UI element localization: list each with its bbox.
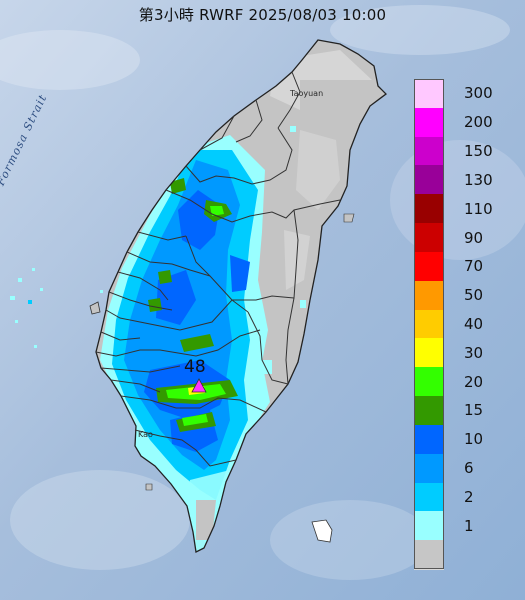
legend-label: 30	[464, 343, 484, 362]
legend-swatch	[414, 540, 444, 570]
sea-cloud-texture	[0, 5, 525, 580]
legend-label: 40	[464, 315, 484, 333]
county-boundaries	[95, 39, 387, 553]
legend-label: 2	[464, 487, 474, 506]
legend-swatch	[414, 309, 444, 340]
legend-swatch	[414, 165, 444, 196]
offshore-islands	[89, 213, 355, 543]
legend-swatch	[414, 280, 444, 311]
legend-label: 130	[464, 170, 493, 189]
place-label-taoyuan: Taoyuan	[290, 89, 324, 98]
legend-swatch	[414, 251, 444, 282]
legend-label: 1	[464, 516, 474, 535]
legend-swatch	[414, 136, 444, 167]
legend-label: 10	[464, 430, 484, 449]
legend-swatch	[414, 79, 444, 109]
offshore-precip-specks	[10, 268, 103, 348]
legend-label: 150	[464, 142, 493, 161]
legend-label: 90	[464, 228, 484, 247]
legend-swatch	[414, 482, 444, 513]
legend-label: 70	[464, 257, 484, 276]
legend-swatch	[414, 223, 444, 253]
legend-label: 6	[464, 459, 474, 478]
legend-swatch	[414, 424, 444, 455]
legend-swatch	[414, 338, 444, 369]
legend-label: 20	[464, 372, 484, 391]
place-label-kao: Kao	[138, 430, 153, 439]
legend-swatch	[414, 194, 444, 225]
legend-swatch	[414, 107, 444, 138]
map-title: 第3小時 RWRF 2025/08/03 10:00	[138, 6, 387, 24]
legend-label: 110	[464, 199, 493, 218]
legend-swatch	[414, 396, 444, 426]
peak-value-label: 48	[184, 357, 206, 377]
legend-label: 200	[464, 113, 493, 132]
legend-swatch	[414, 511, 444, 542]
legend-swatch	[414, 453, 444, 484]
peak-marker-icon	[191, 378, 207, 393]
legend-label: 50	[464, 286, 484, 305]
legend-swatch	[414, 367, 444, 398]
legend-label: 15	[464, 401, 484, 420]
legend-label: 300	[464, 84, 493, 103]
